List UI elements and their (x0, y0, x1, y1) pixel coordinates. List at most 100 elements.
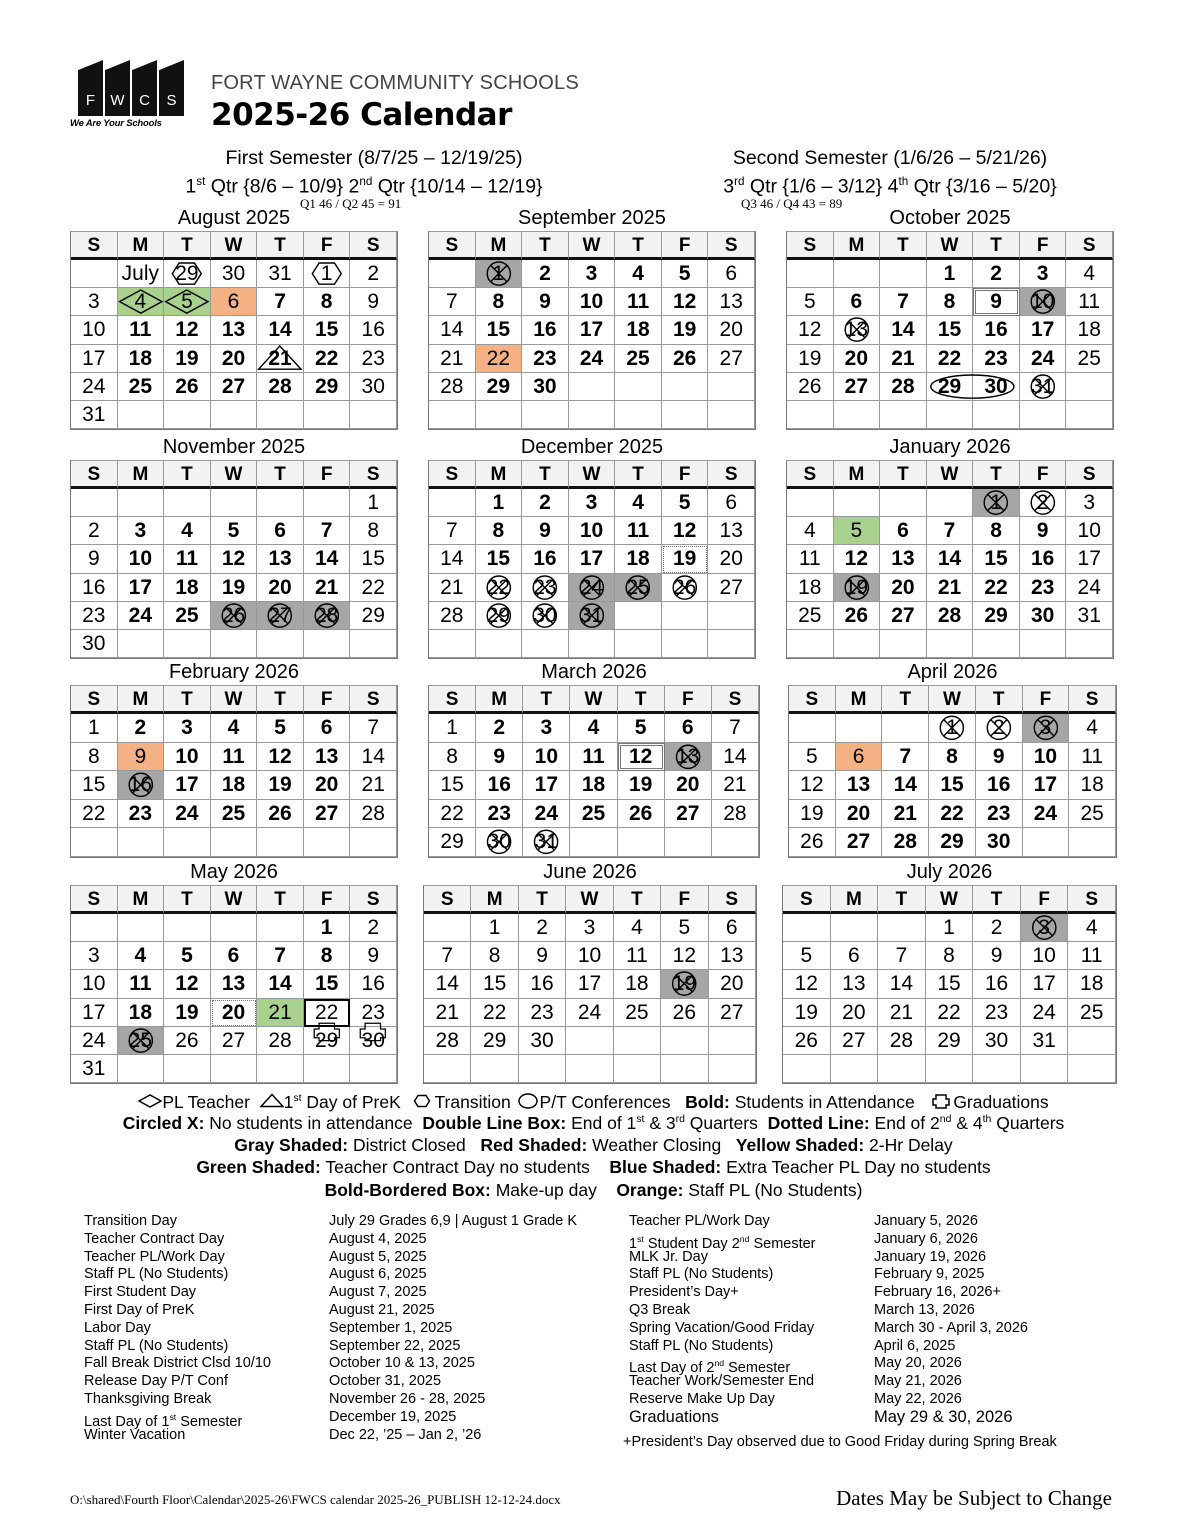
day-cell: 3 (71, 288, 118, 317)
day-number: 12 (800, 773, 824, 797)
day-cell: 23 (522, 573, 569, 602)
weekday-header: M (117, 886, 165, 914)
weekday-header: S (789, 686, 836, 714)
first-semester-quarters: 1st Qtr {8/6 – 10/9} 2nd Qtr {10/14 – 12… (104, 171, 624, 198)
day-cell: 1 (71, 714, 118, 743)
weekday-header: M (833, 232, 881, 260)
text: Thanksgiving Break (84, 1390, 212, 1407)
day-number: 13 (720, 944, 744, 968)
empty-cell (1069, 828, 1116, 857)
day-number: 27 (221, 1028, 246, 1052)
day-cell: 27 (830, 1026, 879, 1055)
day-number: 8 (492, 290, 505, 314)
day-cell: 2 (973, 260, 1020, 289)
day-cell: 1 (471, 914, 519, 943)
legend-key: Gray Shaded: (234, 1135, 349, 1155)
weekday-header: T (257, 461, 304, 489)
day-number: 2 (539, 491, 551, 514)
day-cell: 3 (71, 942, 118, 971)
legend-key: Green Shaded: (196, 1157, 321, 1177)
day-cell: 25 (117, 1026, 165, 1055)
weekday-header: T (523, 686, 571, 714)
day-cell: 10 (1066, 517, 1113, 546)
day-cell: 2 (522, 489, 569, 518)
text: First Student Day (84, 1284, 197, 1301)
day-cell: 11 (1068, 942, 1116, 971)
event-row: First Student Day August 7, 2025 (84, 1284, 427, 1302)
day-cell: 15 (926, 316, 974, 345)
day-cell: 29 (929, 828, 976, 857)
day-number: 2 (1036, 491, 1049, 514)
day-number: 12 (672, 519, 697, 543)
month-grid: S M T W T F S 1 2 3 4 5 6 7 8 9 10 11 12 13 14 15 16 17 18 19 20 21… (70, 460, 398, 660)
day-cell: 8 (925, 942, 974, 971)
day-number: 2 (990, 916, 1003, 939)
weekday-header: T (164, 461, 211, 489)
day-number: 25 (128, 1028, 153, 1052)
weekday-header: F (661, 461, 709, 489)
day-number: 22 (82, 801, 106, 825)
day-cell: 3 (568, 489, 616, 518)
day-number: 19 (798, 346, 822, 370)
day-number: 20 (719, 318, 743, 342)
day-number: 1 (367, 491, 380, 514)
day-cell: 18 (570, 771, 618, 800)
legend-key: Blue Shaded: (609, 1157, 722, 1177)
day-number: 5 (634, 716, 647, 739)
graduation-shape-icon (929, 1091, 953, 1111)
day-cell: 26 (833, 601, 881, 630)
day-number: 31 (82, 1056, 106, 1080)
day-number: 13 (314, 744, 339, 768)
event-date: August 6, 2025 (329, 1266, 427, 1283)
event-row: Release Day P/T Conf October 31, 2025 (84, 1373, 441, 1391)
day-cell: 17 (568, 316, 616, 345)
day-cell: 12 (787, 316, 834, 345)
day-cell: 22 (303, 998, 351, 1027)
day-cell: 15 (929, 771, 976, 800)
day-cell: 4 (164, 517, 211, 546)
day-cell: 31 (1020, 1026, 1069, 1055)
day-cell: 5 (661, 914, 709, 943)
weekday-header: T (257, 232, 304, 260)
day-cell: 10 (164, 742, 211, 772)
empty-cell (117, 489, 165, 518)
event-row: Staff PL (No Students) September 22, 2025 (84, 1338, 460, 1356)
day-cell: 23 (973, 344, 1020, 373)
day-cell: 8 (471, 942, 519, 971)
day-cell: 5 (164, 288, 211, 317)
day-cell: 2 (522, 260, 569, 289)
day-number: 3 (1038, 916, 1050, 939)
day-cell: 14 (880, 316, 927, 345)
weekday-header: S (71, 461, 118, 489)
day-cell: 25 (613, 998, 662, 1027)
event-date: August 5, 2025 (329, 1248, 427, 1265)
day-number: 17 (175, 773, 199, 797)
day-cell: 29 (925, 1026, 974, 1055)
day-cell: 10 (117, 545, 165, 574)
text: Day of PreK (301, 1092, 411, 1112)
day-cell: 1 (475, 489, 523, 518)
day-number: 9 (992, 744, 1005, 768)
day-cell: 27 (880, 601, 927, 630)
day-cell: 27 (833, 372, 881, 401)
text: MLK Jr. Day (629, 1248, 708, 1265)
weekday-header: S (424, 886, 472, 914)
weekday-header: W (210, 461, 258, 489)
empty-cell (708, 629, 755, 659)
day-number: 23 (533, 346, 557, 370)
empty-cell (210, 828, 258, 857)
day-number: 13 (719, 290, 743, 314)
event-date: January 19, 2026 (874, 1248, 987, 1265)
day-cell: 18 (787, 573, 834, 602)
day-cell: 12 (210, 545, 258, 574)
day-cell: 24 (1022, 799, 1070, 829)
weekday-header: T (882, 686, 930, 714)
day-number: 27 (846, 830, 871, 854)
day-number: 30 (487, 830, 511, 854)
day-number: 24 (128, 603, 153, 627)
day-cell: 10 (1019, 288, 1067, 317)
day-number: 20 (842, 1000, 866, 1024)
event-row: Graduations May 29 & 30, 2026 (629, 1408, 1013, 1427)
day-cell: 11 (164, 545, 211, 574)
day-number: 1 (320, 262, 333, 285)
